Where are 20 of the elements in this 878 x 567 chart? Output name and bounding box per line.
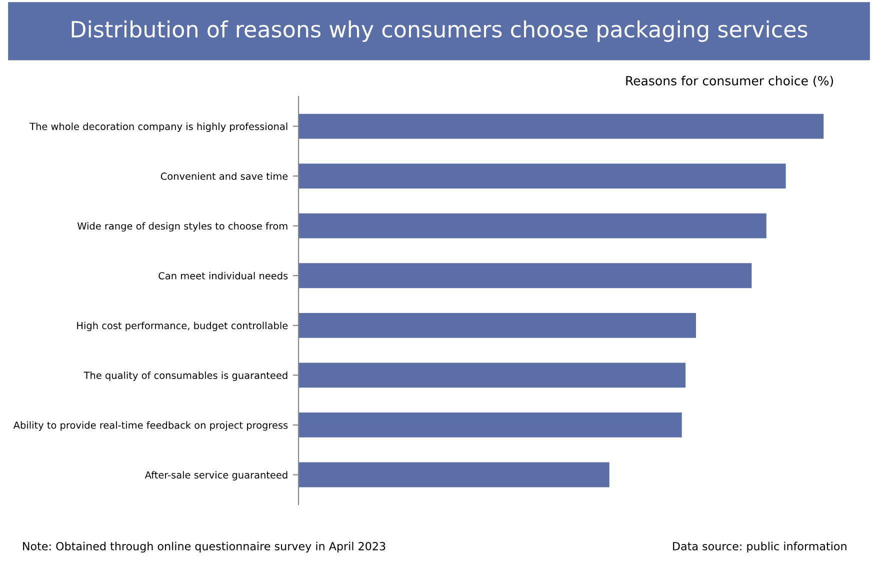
text: Note: Obtained through online questionnaire survey in April 2023 — [23, 542, 386, 553]
y-tick-label: Wide range of design styles to choose from — [77, 222, 288, 232]
bar — [298, 213, 766, 238]
chart-title: Distribution of reasons why consumers choose packaging services — [72, 20, 808, 42]
y-tick-label: The whole decoration company is highly professional — [30, 122, 288, 132]
y-tick-label: The quality of consumables is guaranteed — [84, 371, 288, 381]
y-tick-label: After-sale service guaranteed — [144, 471, 288, 480]
y-tick-label: High cost performance, budget controllable — [77, 322, 288, 332]
bar — [298, 263, 752, 288]
source-note: Data source: public information — [673, 542, 846, 553]
y-tick-label: Ability to provide real-time feedback on project progress — [13, 421, 288, 431]
x-axis-title: Reasons for consumer choice (%) — [626, 76, 834, 87]
bar — [298, 462, 610, 488]
bar — [298, 164, 786, 188]
y-tick-label: Can meet individual needs — [158, 272, 288, 280]
bar — [298, 312, 696, 338]
bar — [298, 362, 686, 388]
y-tick-label: Convenient and save time — [160, 172, 288, 180]
bar — [298, 412, 682, 438]
bar — [298, 114, 824, 139]
